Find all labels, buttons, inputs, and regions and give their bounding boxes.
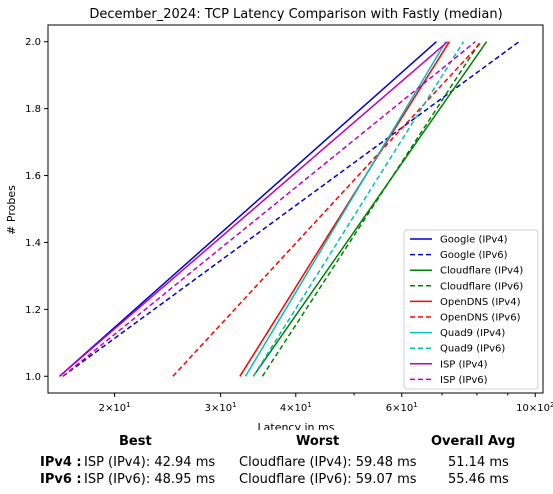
- x-tick-label: 10×102: [516, 401, 553, 414]
- latency-chart: December_2024: TCP Latency Comparison wi…: [5, 7, 553, 430]
- series-line-google-ipv4: [59, 41, 437, 377]
- summary-header-worst: Worst: [296, 434, 340, 449]
- series-line-quad9-ipv6: [252, 41, 465, 377]
- y-tick-label: 1.8: [25, 104, 41, 115]
- series-line-opendns-ipv6: [172, 41, 483, 377]
- y-tick-label: 1.6: [25, 171, 41, 182]
- x-tick-label: 2×101: [99, 401, 131, 414]
- series-line-google-ipv6: [62, 41, 520, 377]
- series-line-opendns-ipv4: [239, 41, 451, 377]
- summary-avg-ipv4: 51.14 ms: [448, 455, 509, 470]
- legend-label-quad9-ipv4: Quad9 (IPv4): [440, 328, 505, 339]
- legend-label-opendns-ipv6: OpenDNS (IPv6): [440, 313, 521, 324]
- summary-row-label-ipv6: IPv6 :: [40, 472, 82, 487]
- summary-table: Best Worst Overall Avg IPv4 : ISP (IPv4)…: [0, 430, 553, 494]
- y-tick-label: 1.2: [25, 305, 41, 316]
- series-line-cloudflare-ipv6: [261, 41, 481, 377]
- x-axis: 2×101 3×101 4×101 6×101 10×102: [99, 393, 553, 414]
- x-tick-label: 3×101: [205, 401, 237, 414]
- legend-label-opendns-ipv4: OpenDNS (IPv4): [440, 297, 521, 308]
- legend-label-google-ipv4: Google (IPv4): [440, 235, 508, 246]
- x-tick-label: 6×101: [386, 401, 418, 414]
- y-tick-label: 2.0: [25, 37, 41, 48]
- legend-label-google-ipv6: Google (IPv6): [440, 250, 508, 261]
- legend-label-isp-ipv4: ISP (IPv4): [440, 359, 488, 370]
- legend-label-isp-ipv6: ISP (IPv6): [440, 375, 488, 386]
- y-axis-label: # Probes: [5, 185, 18, 235]
- summary-avg-ipv6: 55.46 ms: [448, 472, 509, 487]
- legend-label-quad9-ipv6: Quad9 (IPv6): [440, 344, 505, 355]
- y-axis: 1.0 1.2 1.4 1.6 1.8 2.0: [25, 37, 48, 383]
- legend-box: [403, 229, 539, 390]
- summary-row-label-ipv4: IPv4 :: [40, 455, 82, 470]
- series-line-cloudflare-ipv4: [252, 41, 488, 377]
- series-line-isp-ipv6: [62, 41, 476, 377]
- summary-best-ipv4: ISP (IPv4): 42.94 ms: [84, 455, 216, 470]
- summary-header-avg: Overall Avg: [431, 434, 516, 449]
- series-layer: [59, 41, 520, 377]
- summary-worst-ipv4: Cloudflare (IPv4): 59.48 ms: [239, 455, 417, 470]
- summary-header-best: Best: [119, 434, 152, 449]
- summary-best-ipv6: ISP (IPv6): 48.95 ms: [84, 472, 216, 487]
- legend: Google (IPv4) Google (IPv6) Cloudflare (IP…: [403, 229, 539, 390]
- x-axis-label: Latency in ms: [258, 421, 335, 430]
- series-line-isp-ipv4: [59, 41, 449, 377]
- y-tick-label: 1.0: [25, 372, 41, 383]
- series-line-quad9-ipv4: [244, 41, 447, 377]
- x-tick-label: 4×101: [280, 401, 312, 414]
- summary-worst-ipv6: Cloudflare (IPv6): 59.07 ms: [239, 472, 417, 487]
- legend-label-cloudflare-ipv4: Cloudflare (IPv4): [440, 266, 523, 277]
- y-tick-label: 1.4: [25, 238, 41, 249]
- chart-title: December_2024: TCP Latency Comparison wi…: [89, 7, 502, 22]
- legend-label-cloudflare-ipv6: Cloudflare (IPv6): [440, 281, 523, 292]
